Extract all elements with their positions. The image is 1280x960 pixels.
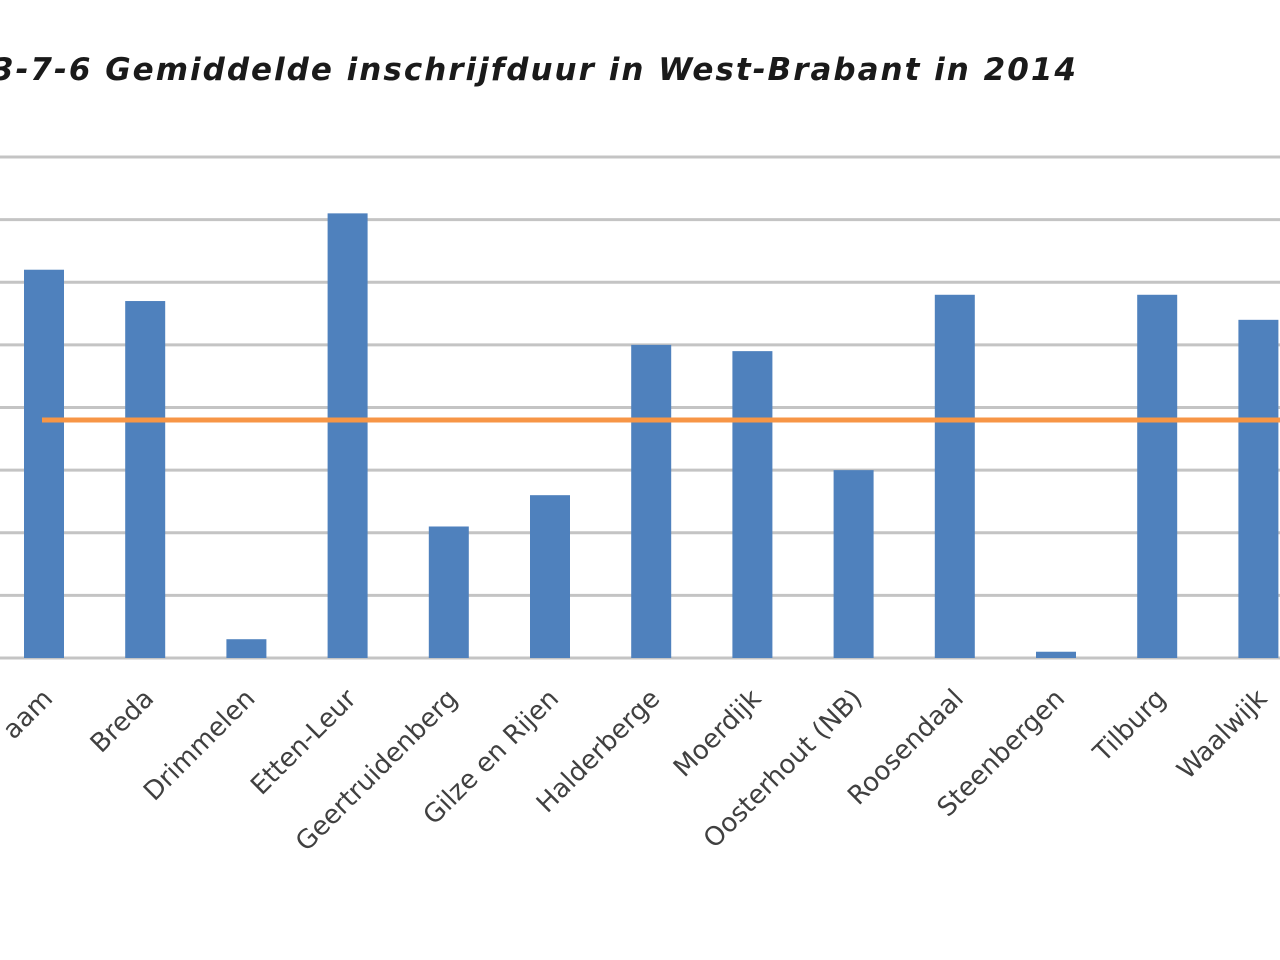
bar (226, 639, 267, 658)
bar (1238, 319, 1279, 658)
bar (1137, 294, 1178, 658)
x-tick-label: Waalwijk (1172, 684, 1274, 786)
bar (530, 495, 570, 658)
bar (327, 213, 368, 659)
bar (24, 269, 64, 658)
x-tick-label: aam (0, 684, 59, 746)
bar (934, 294, 975, 658)
chart-title: 3-7-6 Gemiddelde inschrijfduur in West-B… (0, 52, 1078, 88)
x-tick-label: Tilburg (1087, 684, 1172, 769)
x-tick-label: Moerdijk (668, 684, 767, 783)
x-tick-label: Breda (85, 684, 160, 759)
bar (125, 301, 166, 658)
bar (631, 344, 672, 658)
bar (428, 526, 469, 658)
bar (833, 470, 874, 658)
bar (732, 351, 773, 658)
bar (1036, 651, 1076, 658)
